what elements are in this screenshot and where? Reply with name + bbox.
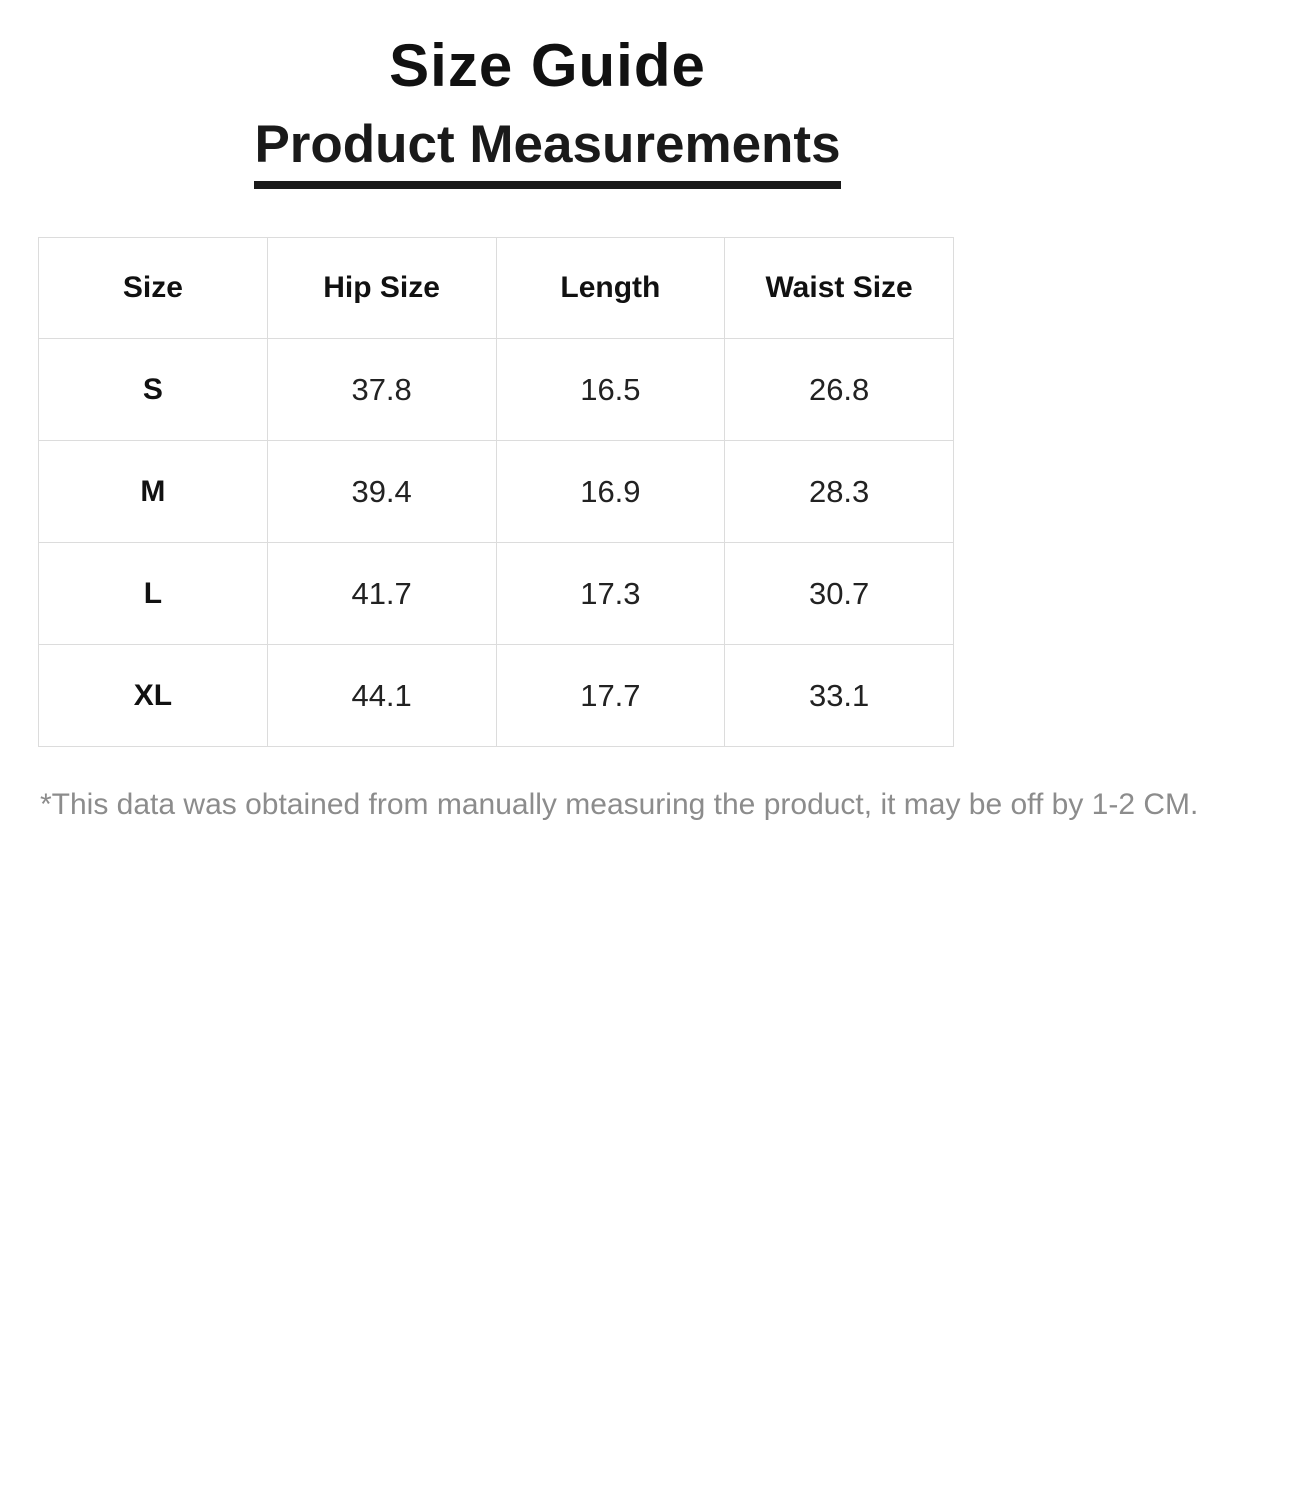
length-value: 17.7 bbox=[495, 644, 726, 747]
hip-value: 41.7 bbox=[266, 542, 497, 645]
size-label: M bbox=[38, 440, 268, 543]
waist-value: 33.1 bbox=[724, 644, 954, 747]
hip-value: 39.4 bbox=[266, 440, 497, 543]
table-header-row: Size Hip Size Length Waist Size bbox=[38, 237, 954, 339]
hip-value: 37.8 bbox=[266, 338, 497, 441]
column-header-length: Length bbox=[495, 237, 726, 339]
waist-value: 28.3 bbox=[724, 440, 954, 543]
waist-value: 30.7 bbox=[724, 542, 954, 645]
size-label: L bbox=[38, 542, 268, 645]
content-column: Size Guide Product Measurements Size Hip… bbox=[0, 0, 1198, 823]
size-label: XL bbox=[38, 644, 268, 747]
measurement-disclaimer: *This data was obtained from manually me… bbox=[40, 788, 1199, 821]
table-row: M 39.4 16.9 28.3 bbox=[38, 440, 954, 543]
table-row: L 41.7 17.3 30.7 bbox=[38, 542, 954, 645]
size-measurements-table: Size Hip Size Length Waist Size S 37.8 1… bbox=[38, 237, 954, 747]
page-subtitle: Product Measurements bbox=[254, 118, 841, 189]
table-row: S 37.8 16.5 26.8 bbox=[38, 338, 954, 441]
hip-value: 44.1 bbox=[266, 644, 497, 747]
waist-value: 26.8 bbox=[724, 338, 954, 441]
column-header-hip: Hip Size bbox=[266, 237, 497, 339]
subtitle-wrap: Product Measurements bbox=[0, 118, 1095, 189]
table-header: Size Hip Size Length Waist Size bbox=[38, 237, 954, 339]
page-title: Size Guide bbox=[389, 32, 706, 99]
length-value: 17.3 bbox=[495, 542, 726, 645]
size-label: S bbox=[38, 338, 268, 441]
length-value: 16.9 bbox=[495, 440, 726, 543]
table-body: S 37.8 16.5 26.8 M 39.4 16.9 28.3 L 41.7… bbox=[38, 338, 954, 747]
column-header-waist: Waist Size bbox=[724, 237, 954, 339]
column-header-size: Size bbox=[38, 237, 268, 339]
table-row: XL 44.1 17.7 33.1 bbox=[38, 644, 954, 747]
length-value: 16.5 bbox=[495, 338, 726, 441]
